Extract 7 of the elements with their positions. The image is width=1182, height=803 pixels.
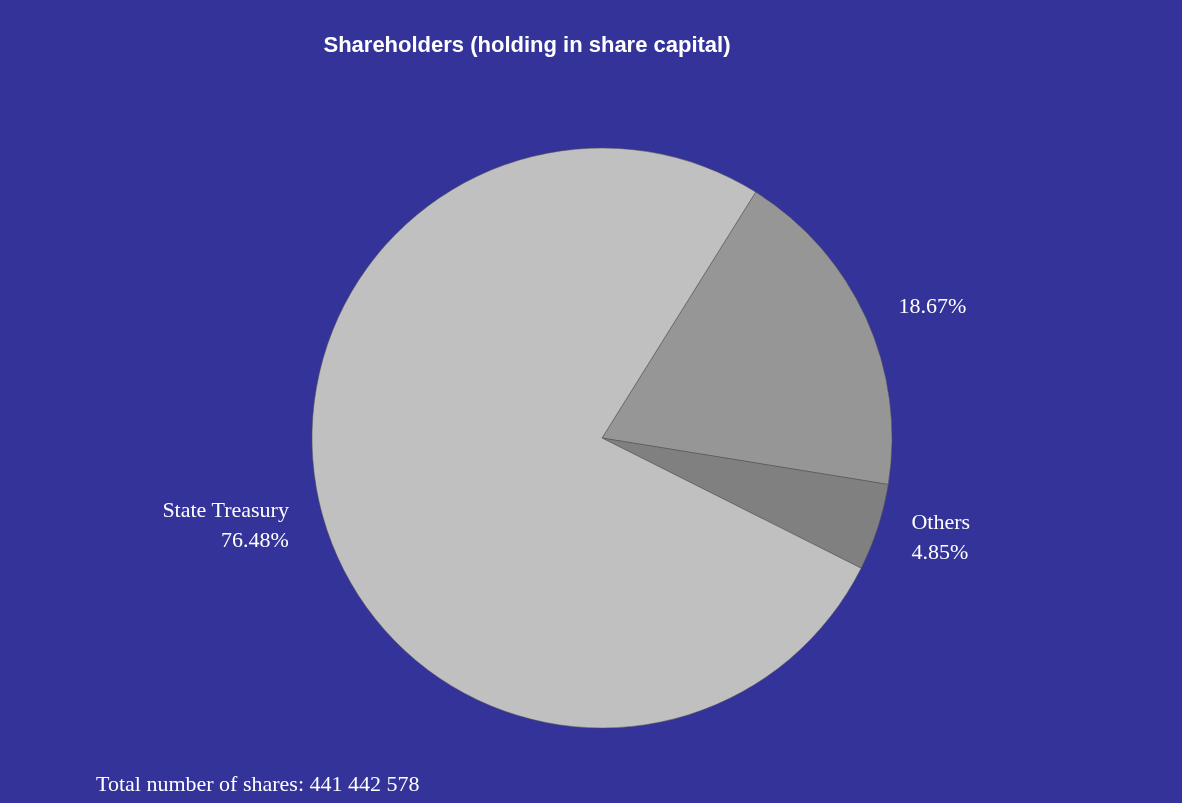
data-label: 4.85% (911, 539, 969, 565)
data-label: 76.48% (221, 526, 289, 552)
slice-label: State Treasury (162, 496, 289, 522)
slice-label: Others (911, 509, 971, 535)
data-label: 18.67% (898, 293, 967, 319)
chart-title: Shareholders (holding in share capital) (323, 31, 731, 57)
text: Total number of shares: 441 442 578 (96, 770, 420, 796)
